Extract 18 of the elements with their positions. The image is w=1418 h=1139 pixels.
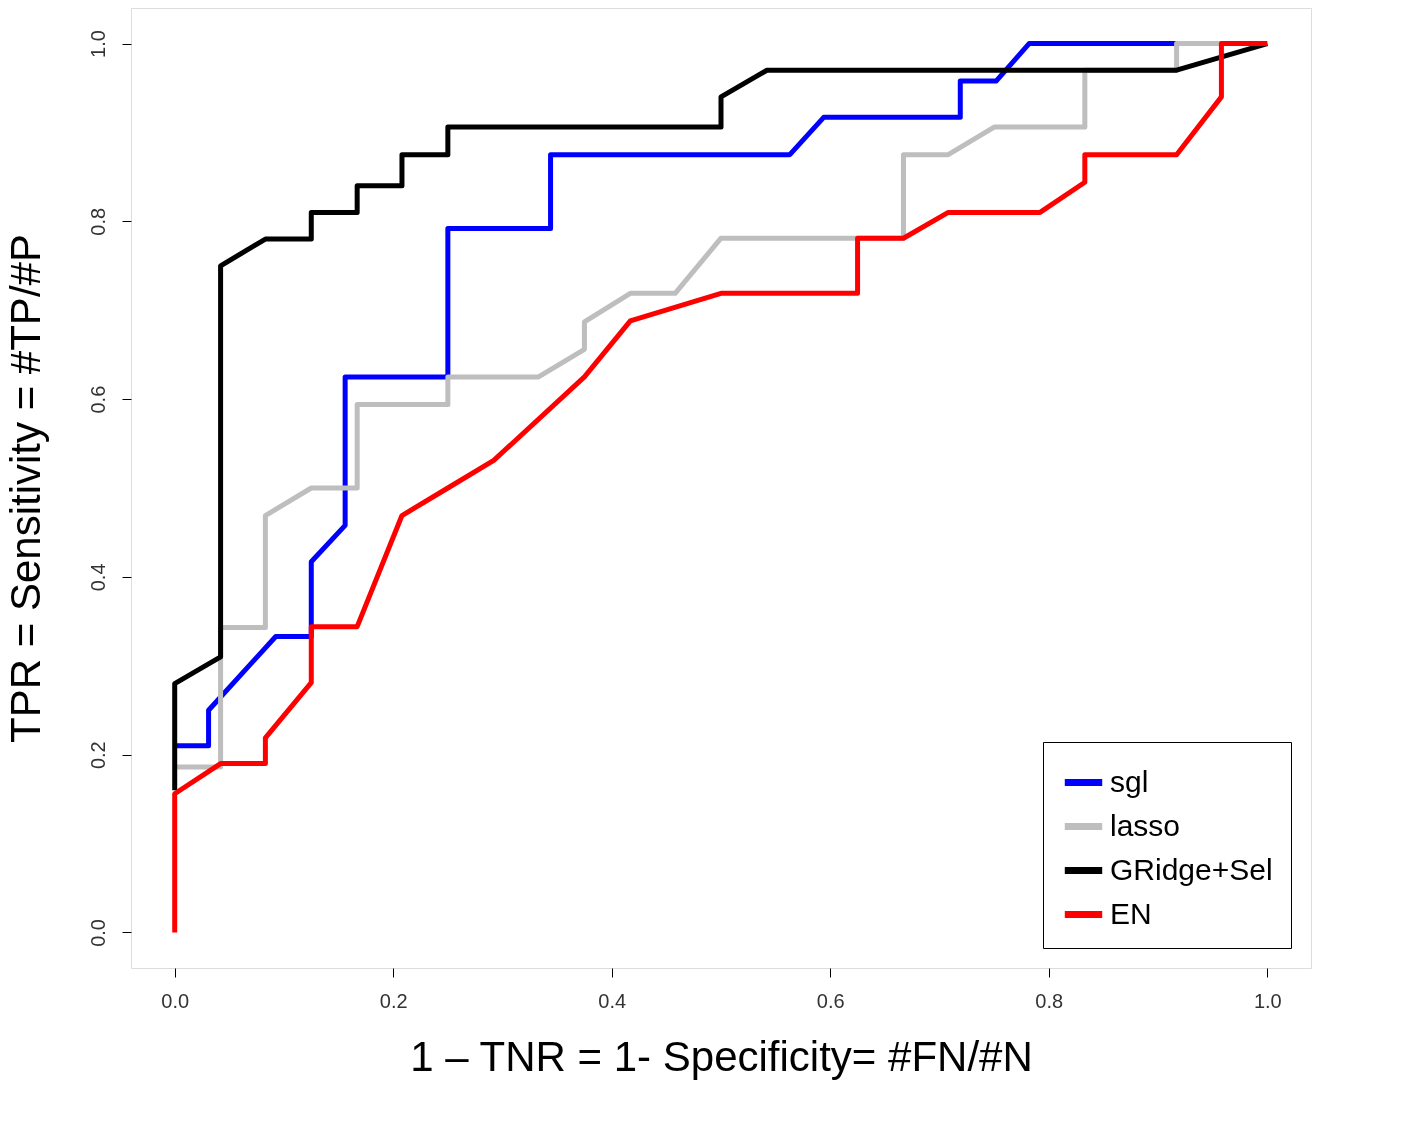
y-axis-title: TPR = Sensitivity = #TP/#P bbox=[1, 234, 49, 743]
x-axis-title: 1 – TNR = 1- Specificity= #FN/#N bbox=[410, 1032, 1033, 1080]
legend-label: lasso bbox=[1110, 808, 1181, 842]
y-tick-label: 0.2 bbox=[86, 741, 109, 770]
y-tick-label: 0.4 bbox=[86, 563, 109, 592]
x-tick-label: 0.6 bbox=[816, 989, 845, 1012]
x-tick-label: 1.0 bbox=[1253, 989, 1282, 1012]
legend-label: sgl bbox=[1110, 764, 1149, 798]
y-tick-label: 1.0 bbox=[86, 30, 109, 58]
x-tick-label: 0.8 bbox=[1035, 989, 1064, 1012]
x-tick-label: 0.2 bbox=[379, 989, 408, 1012]
legend-label: GRidge+Sel bbox=[1110, 852, 1273, 886]
y-tick-label: 0.0 bbox=[86, 919, 109, 947]
legend-label: EN bbox=[1110, 896, 1152, 930]
x-tick-label: 0.4 bbox=[598, 989, 627, 1012]
y-tick-label: 0.6 bbox=[86, 385, 109, 414]
x-tick-label: 0.0 bbox=[161, 989, 190, 1012]
y-tick-label: 0.8 bbox=[86, 207, 109, 236]
